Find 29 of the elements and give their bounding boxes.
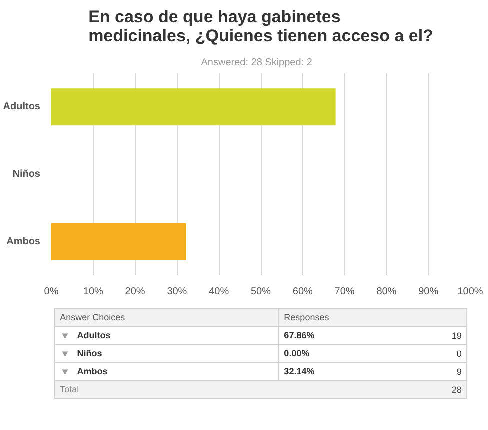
text: 19 bbox=[452, 331, 462, 341]
x-tick-label: 10% bbox=[83, 286, 104, 298]
x-tick-label: 60% bbox=[292, 286, 314, 298]
x-tick-label: 0% bbox=[44, 286, 59, 298]
y-tick-label: Adultos bbox=[3, 102, 41, 113]
text: 67.86% bbox=[284, 330, 315, 340]
x-tick-label: 40% bbox=[209, 286, 230, 298]
x-tick-label: 30% bbox=[167, 286, 188, 298]
text: 28 bbox=[452, 385, 462, 395]
x-tick-label: 50% bbox=[250, 286, 272, 298]
category-label: Niños bbox=[77, 348, 102, 358]
category-label: Ambos bbox=[77, 366, 108, 376]
text: Answer Choices bbox=[60, 312, 126, 322]
text: 32.14% bbox=[284, 366, 315, 376]
text: Total bbox=[60, 384, 80, 394]
text: Responses bbox=[284, 312, 330, 322]
text: 0.00% bbox=[284, 348, 310, 358]
text: 9 bbox=[456, 367, 462, 377]
x-tick-label: 100% bbox=[458, 286, 484, 298]
x-tick-label: 80% bbox=[376, 286, 397, 298]
y-tick-label: Niños bbox=[12, 169, 41, 180]
x-tick-label: 70% bbox=[334, 286, 355, 298]
chart-title: En caso de que haya gabinetes medicinales, ¿Quienes tienen acceso a el? bbox=[88, 8, 434, 46]
x-tick-label: 90% bbox=[418, 286, 439, 298]
x-tick-label: 20% bbox=[125, 286, 146, 298]
chart-subtitle: Answered: 28 Skipped: 2 bbox=[201, 58, 313, 68]
category-label: Adultos bbox=[77, 330, 111, 340]
text: 0 bbox=[456, 349, 462, 359]
y-tick-label: Ambos bbox=[6, 236, 41, 248]
